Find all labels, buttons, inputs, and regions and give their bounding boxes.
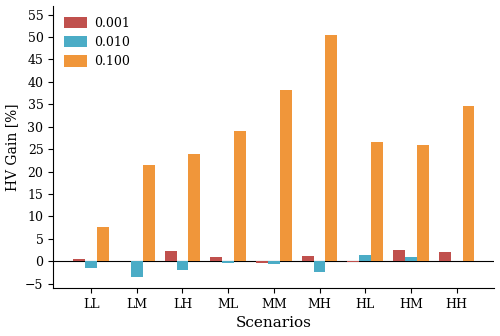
Bar: [462, 107, 474, 261]
Bar: [142, 165, 154, 261]
Bar: [74, 259, 85, 261]
Bar: [302, 256, 314, 261]
Bar: [210, 257, 222, 261]
Bar: [371, 142, 383, 261]
Bar: [164, 251, 176, 261]
Bar: [176, 261, 188, 270]
Bar: [234, 131, 246, 261]
Bar: [360, 255, 371, 261]
Bar: [393, 250, 405, 261]
Bar: [222, 261, 234, 263]
Bar: [439, 252, 450, 261]
Bar: [268, 261, 280, 264]
Legend: 0.001, 0.010, 0.100: 0.001, 0.010, 0.100: [60, 12, 136, 73]
Bar: [417, 144, 428, 261]
Bar: [97, 227, 109, 261]
Bar: [85, 261, 97, 268]
Y-axis label: HV Gain [%]: HV Gain [%]: [6, 103, 20, 191]
Bar: [280, 90, 291, 261]
Bar: [188, 154, 200, 261]
Bar: [405, 257, 417, 261]
Bar: [256, 261, 268, 263]
Bar: [326, 35, 338, 261]
X-axis label: Scenarios: Scenarios: [236, 317, 312, 330]
Bar: [314, 261, 326, 272]
Bar: [131, 261, 142, 277]
Bar: [348, 261, 360, 262]
